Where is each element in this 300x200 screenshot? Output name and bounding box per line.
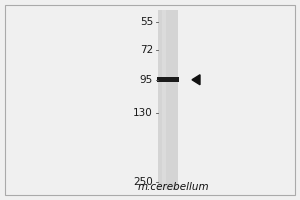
Bar <box>158 10 178 190</box>
Text: 55: 55 <box>140 17 153 27</box>
Text: 250: 250 <box>133 177 153 187</box>
Bar <box>157 77 179 82</box>
Bar <box>162 10 166 190</box>
Text: 130: 130 <box>133 108 153 118</box>
Text: 72: 72 <box>140 45 153 55</box>
Text: 95: 95 <box>140 75 153 85</box>
Polygon shape <box>192 75 200 85</box>
Text: m.cerebellum: m.cerebellum <box>137 182 209 192</box>
